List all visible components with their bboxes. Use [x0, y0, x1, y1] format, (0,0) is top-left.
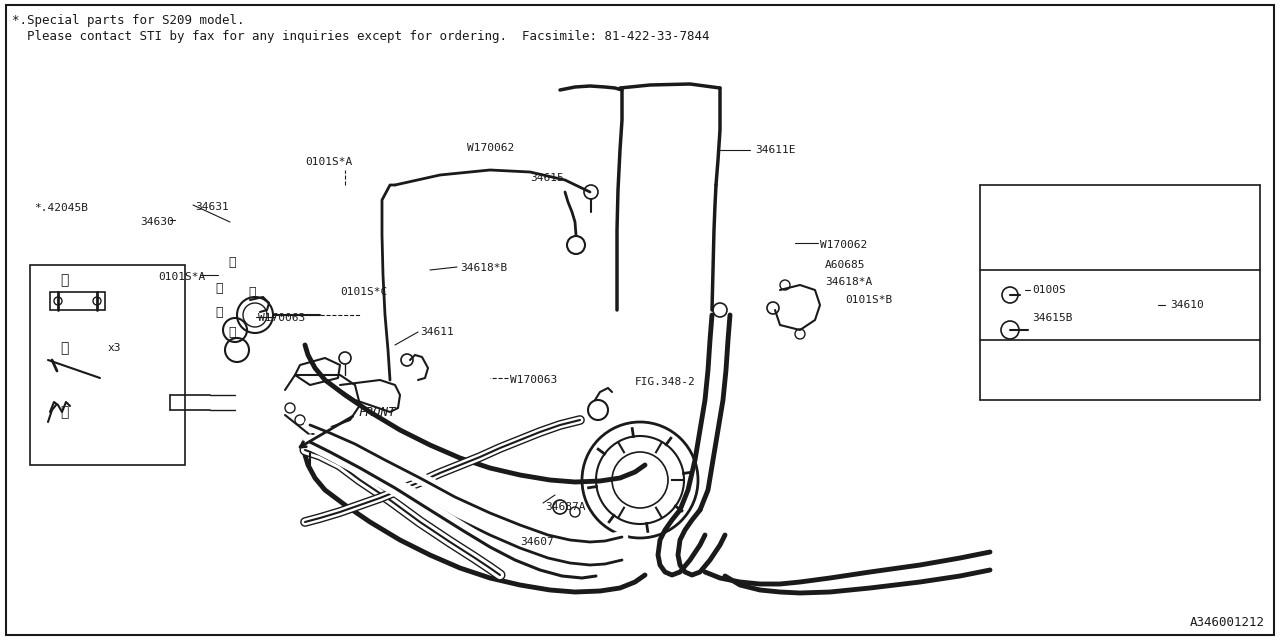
Text: x3: x3	[108, 343, 122, 353]
Text: 34687A: 34687A	[545, 502, 585, 512]
Bar	[29, 265, 186, 465]
Text: 34607: 34607	[520, 537, 554, 547]
Text: 34631: 34631	[195, 202, 229, 212]
Text: *.Special parts for S209 model.: *.Special parts for S209 model.	[12, 13, 244, 26]
Text: 0101S*A: 0101S*A	[305, 157, 352, 167]
Text: 34615: 34615	[530, 173, 563, 183]
Text: A60685: A60685	[826, 260, 865, 270]
Bar	[50, 292, 105, 310]
Text: ①: ①	[215, 282, 223, 294]
Text: W170062: W170062	[467, 143, 515, 153]
Text: ②: ②	[215, 305, 223, 319]
Text: FIG.348-2: FIG.348-2	[635, 377, 696, 387]
Text: 34618*B: 34618*B	[460, 263, 507, 273]
Text: *.42045B: *.42045B	[35, 203, 88, 213]
Text: 0101S*A: 0101S*A	[157, 272, 205, 282]
Text: ③: ③	[60, 405, 68, 419]
Text: ②: ②	[228, 326, 236, 339]
Text: 0101S*C: 0101S*C	[340, 287, 388, 297]
Text: ①: ①	[60, 273, 68, 287]
Text: Please contact STI by fax for any inquiries except for ordering.  Facsimile: 81-: Please contact STI by fax for any inquir…	[12, 29, 709, 42]
Text: W170063: W170063	[509, 375, 557, 385]
Text: 34615B: 34615B	[1032, 313, 1073, 323]
Text: A346001212: A346001212	[1190, 616, 1265, 628]
Text: 34611E: 34611E	[755, 145, 795, 155]
Text: 34630: 34630	[140, 217, 174, 227]
Text: 34610: 34610	[1170, 300, 1203, 310]
Text: ②: ②	[60, 341, 68, 355]
Text: W170062: W170062	[820, 240, 868, 250]
Text: W170063: W170063	[259, 313, 305, 323]
Text: 34611: 34611	[420, 327, 453, 337]
Text: 0100S: 0100S	[1032, 285, 1066, 295]
Text: 0101S*B: 0101S*B	[845, 295, 892, 305]
Text: FRONT: FRONT	[358, 406, 396, 419]
Text: ②: ②	[228, 255, 236, 269]
Text: 34618*A: 34618*A	[826, 277, 872, 287]
Text: ③: ③	[248, 285, 256, 298]
